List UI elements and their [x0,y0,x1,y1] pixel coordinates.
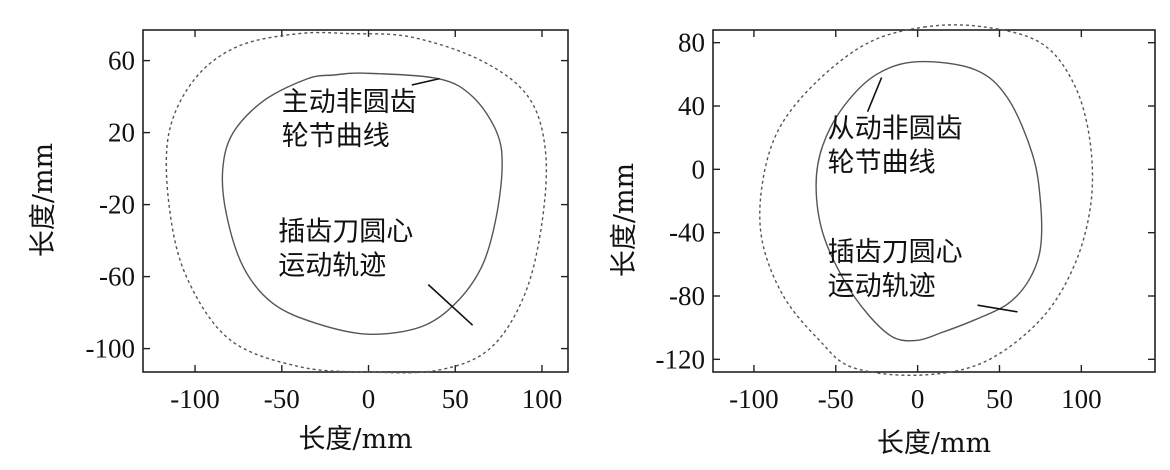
annotation-label: 插齿刀圆心 [828,237,963,268]
annotation-label: 主动非圆齿 [282,87,417,118]
cutter-center-trajectory-curve [165,31,548,374]
x-tick-label: 0 [911,384,925,414]
pitch-curve [815,60,1043,342]
y-tick-label: 20 [108,118,135,148]
annotation-label: 从动非圆齿 [828,114,963,145]
y-tick-label: -60 [99,262,135,292]
x-tick-label: -100 [170,384,220,414]
x-tick-label: -50 [264,384,300,414]
plot-frame [142,29,569,373]
annotation-label: 运动轨迹 [278,251,386,282]
annotation-leader-line [977,304,1018,313]
annotation-leader-line [427,284,474,326]
x-axis-label: 长度/mm [877,428,991,459]
x-tick-label: -100 [729,384,779,414]
x-tick-label: 0 [362,384,376,414]
annotation-label: 轮节曲线 [828,148,936,179]
plot-frame [712,29,1156,373]
x-tick-label: 100 [1061,384,1102,414]
y-axis-label: 长度/mm [609,163,640,277]
y-tick-label: 40 [678,91,705,121]
y-tick-label: -20 [99,190,135,220]
y-axis-label: 长度/mm [28,143,59,257]
x-tick-label: -50 [818,384,854,414]
annotation-label: 插齿刀圆心 [278,217,413,248]
y-tick-label: -80 [669,281,705,311]
cutter-center-trajectory-curve [759,24,1094,377]
x-tick-label: 50 [986,384,1013,414]
chart-panel-1: -100 -50 0 50 100 60 20 -20 -60 -100 主动非圆齿轮节曲线插齿刀圆… [28,29,569,455]
x-tick-label: 100 [522,384,563,414]
y-tick-label: 80 [678,28,705,58]
y-tick-label: -100 [86,334,136,364]
x-tick-label: 50 [442,384,469,414]
pitch-curve [221,72,503,335]
annotation-label: 运动轨迹 [828,271,936,302]
annotation-label: 轮节曲线 [282,121,390,152]
annotation-leader-line [866,77,883,112]
y-tick-label: -120 [656,344,706,374]
y-tick-label: -40 [669,218,705,248]
chart-panel-2: -100 -50 0 50 100 80 40 0 -40 -80 -120 从动非圆齿轮节曲线插齿刀… [609,24,1156,459]
x-axis-label: 长度/mm [298,424,412,455]
annotation-leader-line [411,77,440,86]
y-tick-label: 60 [108,46,135,76]
y-tick-label: 0 [692,154,706,184]
